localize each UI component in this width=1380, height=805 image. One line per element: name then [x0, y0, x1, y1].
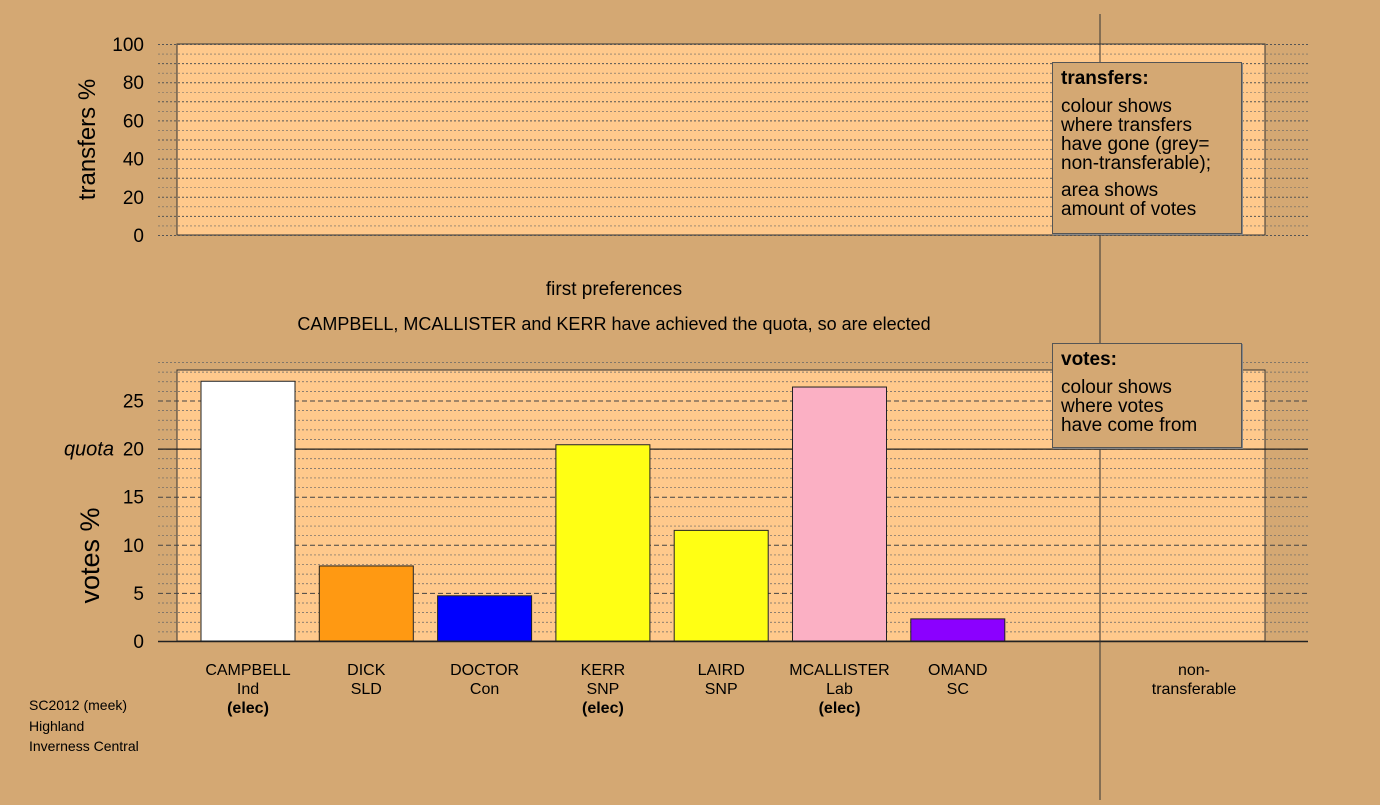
votes-y-tick-label: 15: [123, 488, 144, 509]
transfers-legend-title: transfers:: [1061, 68, 1149, 89]
transfers-legend-line: area shows: [1061, 180, 1159, 201]
bar-omand: [910, 618, 1006, 642]
transfers-legend-line: have gone (grey=: [1061, 134, 1210, 155]
party-label: Ind: [237, 681, 259, 698]
bar-campbell: [200, 380, 296, 642]
category-label: LAIRD: [698, 662, 745, 679]
transfers-y-tick-label: 100: [112, 35, 144, 56]
transfers-y-tick-label: 0: [133, 226, 144, 247]
source-council: Highland: [29, 717, 85, 734]
chart-subtitle: CAMPBELL, MCALLISTER and KERR have achie…: [297, 314, 930, 334]
category-label: CAMPBELL: [205, 662, 290, 679]
category-label: transferable: [1152, 681, 1237, 698]
party-label: Con: [470, 681, 499, 698]
transfers-legend: transfers: colour shows where transfers …: [1052, 62, 1242, 234]
category-label: non-: [1178, 662, 1210, 679]
category-label: KERR: [581, 662, 625, 679]
bar-dick: [318, 565, 414, 642]
party-label: SNP: [586, 681, 619, 698]
category-label: OMAND: [928, 662, 988, 679]
votes-legend-line: have come from: [1061, 415, 1198, 436]
category-label: DICK: [347, 662, 386, 679]
source-election: SC2012 (meek): [29, 697, 128, 713]
source-caption: SC2012 (meek) Highland Inverness Central: [29, 695, 139, 757]
transfers-y-tick-label: 40: [123, 150, 144, 171]
transfers-legend-line: colour shows: [1061, 96, 1172, 117]
votes-legend-line: where votes: [1061, 396, 1164, 417]
transfers-y-tick-label: 20: [123, 188, 144, 209]
bar-mcallister: [792, 386, 887, 642]
party-label: SLD: [351, 681, 382, 698]
votes-y-tick-label: 5: [133, 584, 144, 605]
votes-legend-title: votes:: [1061, 349, 1117, 370]
elected-label: (elec): [227, 700, 269, 717]
category-label: MCALLISTER: [789, 662, 889, 679]
transfers-y-tick-label: 60: [123, 111, 144, 132]
party-label: Lab: [826, 681, 853, 698]
transfers-y-axis-label: transfers %: [74, 79, 101, 200]
bar-kerr: [555, 444, 651, 642]
votes-y-axis-label: votes %: [75, 507, 105, 603]
bar-doctor: [437, 595, 533, 642]
transfers-legend-line: non-transferable);: [1061, 153, 1211, 174]
category-label: DOCTOR: [450, 662, 519, 679]
transfers-y-tick-label: 80: [123, 73, 144, 94]
votes-y-tick-label: 25: [123, 392, 144, 413]
transfers-legend-line: amount of votes: [1061, 199, 1197, 220]
elected-label: (elec): [819, 700, 861, 717]
chart-title: first preferences: [546, 279, 682, 300]
party-label: SC: [947, 681, 969, 698]
bar-laird: [673, 529, 769, 642]
party-label: SNP: [705, 681, 738, 698]
votes-y-tick-label: 20: [123, 440, 144, 461]
transfers-legend-line: where transfers: [1061, 115, 1192, 136]
votes-y-tick-label: 0: [133, 632, 144, 653]
elected-label: (elec): [582, 700, 624, 717]
quota-label: quota: [64, 439, 114, 461]
votes-legend-line: colour shows: [1061, 377, 1172, 398]
votes-y-tick-label: 10: [123, 536, 144, 557]
votes-legend: votes: colour shows where votes have com…: [1052, 343, 1242, 448]
source-ward: Inverness Central: [29, 738, 139, 754]
